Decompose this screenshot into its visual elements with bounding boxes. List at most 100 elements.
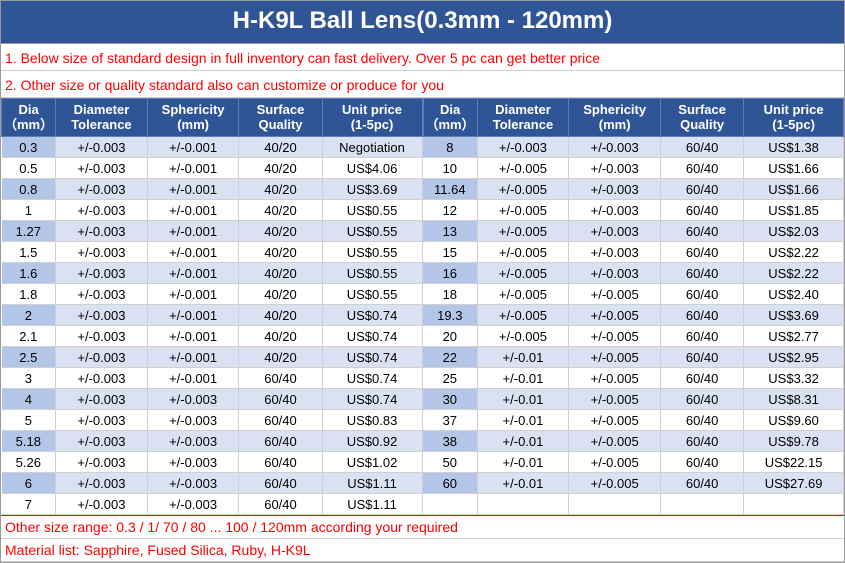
table-row: 4+/-0.003+/-0.00360/40US$0.74 (2, 389, 423, 410)
cell: 60/40 (239, 473, 322, 494)
cell: US$3.69 (744, 305, 844, 326)
cell: +/-0.005 (477, 263, 569, 284)
cell: +/-0.005 (569, 431, 661, 452)
header-row-right: Dia（mm）DiameterToleranceSphericity(mm)Su… (423, 99, 844, 137)
table-row: 13+/-0.005+/-0.00360/40US$2.03 (423, 221, 844, 242)
header-row-left: Dia（mm）DiameterToleranceSphericity(mm)Su… (2, 99, 423, 137)
col-header-price: Unit price(1-5pc) (744, 99, 844, 137)
cell: +/-0.005 (569, 473, 661, 494)
cell: +/-0.003 (56, 158, 148, 179)
cell: +/-0.001 (147, 263, 239, 284)
cell: US$0.55 (322, 242, 422, 263)
cell: 19.3 (423, 305, 477, 326)
cell: +/-0.003 (147, 410, 239, 431)
cell: 6 (2, 473, 56, 494)
cell: US$0.74 (322, 389, 422, 410)
table-row: 20+/-0.005+/-0.00560/40US$2.77 (423, 326, 844, 347)
cell: +/-0.003 (56, 305, 148, 326)
cell: +/-0.005 (477, 242, 569, 263)
cell: US$4.06 (322, 158, 422, 179)
cell: +/-0.005 (477, 179, 569, 200)
cell: 15 (423, 242, 477, 263)
cell: +/-0.001 (147, 305, 239, 326)
cell: +/-0.005 (477, 200, 569, 221)
col-header-sph: Sphericity(mm) (569, 99, 661, 137)
table-row: 2.5+/-0.003+/-0.00140/20US$0.74 (2, 347, 423, 368)
cell: 12 (423, 200, 477, 221)
cell: 1.6 (2, 263, 56, 284)
cell: 60/40 (661, 263, 744, 284)
cell: +/-0.001 (147, 200, 239, 221)
cell: US$0.55 (322, 221, 422, 242)
cell: +/-0.003 (56, 326, 148, 347)
cell: +/-0.003 (56, 347, 148, 368)
table-row: 1.5+/-0.003+/-0.00140/20US$0.55 (2, 242, 423, 263)
cell: +/-0.005 (477, 326, 569, 347)
cell: +/-0.003 (569, 221, 661, 242)
table-row: 38+/-0.01+/-0.00560/40US$9.78 (423, 431, 844, 452)
cell: 40/20 (239, 284, 322, 305)
cell: 60/40 (239, 452, 322, 473)
cell: US$0.74 (322, 347, 422, 368)
cell: 40/20 (239, 305, 322, 326)
cell: +/-0.001 (147, 284, 239, 305)
spec-table-right: Dia（mm）DiameterToleranceSphericity(mm)Su… (423, 98, 845, 515)
cell: +/-0.003 (56, 137, 148, 158)
cell: US$0.55 (322, 263, 422, 284)
cell: +/-0.005 (569, 347, 661, 368)
cell: 40/20 (239, 158, 322, 179)
col-header-price: Unit price(1-5pc) (322, 99, 422, 137)
cell: 60/40 (661, 158, 744, 179)
cell: +/-0.001 (147, 326, 239, 347)
cell: US$0.92 (322, 431, 422, 452)
cell: 13 (423, 221, 477, 242)
table-row (423, 494, 844, 515)
cell (569, 494, 661, 515)
cell: 2.1 (2, 326, 56, 347)
cell: 50 (423, 452, 477, 473)
cell: US$2.03 (744, 221, 844, 242)
cell: 7 (2, 494, 56, 515)
footer-note-2: Material list: Sapphire, Fused Silica, R… (1, 538, 844, 562)
table-row: 1.27+/-0.003+/-0.00140/20US$0.55 (2, 221, 423, 242)
footer-note-1: Other size range: 0.3 / 1/ 70 / 80 ... 1… (1, 515, 844, 538)
table-row: 8+/-0.003+/-0.00360/40US$1.38 (423, 137, 844, 158)
cell: 18 (423, 284, 477, 305)
cell: US$0.74 (322, 368, 422, 389)
cell: +/-0.005 (569, 305, 661, 326)
cell: US$1.66 (744, 158, 844, 179)
cell: +/-0.003 (147, 431, 239, 452)
cell: US$0.55 (322, 284, 422, 305)
cell: +/-0.003 (147, 494, 239, 515)
cell: +/-0.003 (569, 179, 661, 200)
cell: +/-0.003 (56, 410, 148, 431)
cell: 60/40 (661, 326, 744, 347)
cell: +/-0.01 (477, 389, 569, 410)
cell: 60 (423, 473, 477, 494)
cell: US$1.66 (744, 179, 844, 200)
cell (477, 494, 569, 515)
cell: +/-0.003 (569, 242, 661, 263)
cell: +/-0.005 (569, 326, 661, 347)
cell: 20 (423, 326, 477, 347)
cell: 25 (423, 368, 477, 389)
cell: 40/20 (239, 179, 322, 200)
cell: 60/40 (239, 410, 322, 431)
cell: US$2.95 (744, 347, 844, 368)
cell: +/-0.003 (147, 389, 239, 410)
cell: US$1.85 (744, 200, 844, 221)
cell: 60/40 (661, 179, 744, 200)
cell: US$1.11 (322, 473, 422, 494)
cell: +/-0.003 (569, 263, 661, 284)
cell: 3 (2, 368, 56, 389)
col-header-diatol: DiameterTolerance (56, 99, 148, 137)
cell: US$8.31 (744, 389, 844, 410)
cell: +/-0.001 (147, 242, 239, 263)
table-row: 0.5+/-0.003+/-0.00140/20US$4.06 (2, 158, 423, 179)
cell: +/-0.001 (147, 368, 239, 389)
cell: +/-0.005 (477, 221, 569, 242)
cell: US$3.32 (744, 368, 844, 389)
cell: +/-0.005 (569, 368, 661, 389)
table-row: 37+/-0.01+/-0.00560/40US$9.60 (423, 410, 844, 431)
cell: 60/40 (661, 410, 744, 431)
